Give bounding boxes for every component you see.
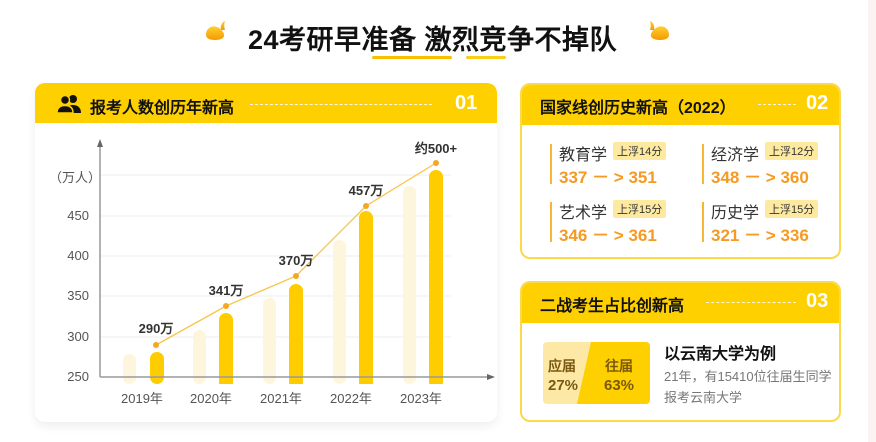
card-title: 报考人数创历年新高 [90, 100, 235, 117]
swirl-drop-icon [650, 21, 669, 40]
repeat-percent: 63% [604, 377, 635, 394]
data-label: 290万 [138, 321, 174, 336]
subject-name: 教育学 [559, 147, 608, 164]
swirl-drop-icon [206, 21, 225, 40]
card-title: 国家线创历史新高（2022） [540, 100, 736, 117]
card-header: 二战考生占比创新高 03 [522, 283, 839, 323]
applicants-chart: （万人） 450 400 350 300 250 2019年 2020年 202… [35, 83, 497, 422]
page-edge [868, 0, 876, 442]
card-number: 03 [806, 290, 829, 312]
card-number: 02 [806, 92, 829, 114]
increase-badge: 上浮15分 [613, 200, 667, 218]
title-underline-short [466, 56, 506, 59]
y-tick: 400 [67, 248, 89, 263]
data-label: 370万 [278, 253, 314, 268]
y-tick: 300 [67, 329, 89, 344]
national-line-card: 国家线创历史新高（2022） 02 教育学 上浮14分 337 － > 351 … [520, 83, 841, 259]
repeat-share [577, 342, 650, 404]
accent-bar [550, 144, 552, 184]
score-range: 348 － > 360 [711, 168, 809, 187]
data-label: 约500+ [414, 141, 458, 156]
y-tick: 250 [67, 369, 89, 384]
example-text: 21年，有15410位往届生同学 [664, 369, 832, 384]
x-tick: 2020年 [190, 391, 232, 406]
score-range: 321 － > 336 [711, 226, 809, 245]
score-range: 346 － > 361 [559, 226, 657, 245]
fresh-label: 应届 [548, 358, 576, 374]
chart-canvas [97, 139, 495, 384]
people-icon [56, 94, 81, 114]
card-number: 01 [455, 92, 478, 114]
subject-education: 教育学 上浮14分 337 － > 351 [550, 141, 690, 187]
accent-bar [550, 202, 552, 242]
second-attempt-card: 二战考生占比创新高 03 应届 27% 往届 63% 以云南大学为例 21年，有… [520, 281, 841, 422]
repeat-label: 往届 [605, 358, 633, 374]
page-title: 24考研早准备 激烈竞争不掉队 [248, 25, 618, 55]
subject-history: 历史学 上浮15分 321 － > 336 [702, 199, 839, 245]
x-tick: 2023年 [400, 391, 442, 406]
applicants-card: 报考人数创历年新高 01 [35, 83, 497, 422]
subject-art: 艺术学 上浮15分 346 － > 361 [550, 199, 690, 245]
title-underline [372, 56, 452, 59]
data-label: 457万 [348, 183, 384, 198]
increase-badge: 上浮12分 [765, 142, 819, 160]
example-text: 报考云南大学 [664, 390, 743, 405]
subject-name: 艺术学 [559, 205, 608, 222]
x-tick: 2019年 [121, 391, 163, 406]
increase-badge: 上浮15分 [765, 200, 819, 218]
example-title: 以云南大学为例 [664, 346, 777, 363]
subject-name: 历史学 [711, 205, 760, 222]
card-header: 报考人数创历年新高 01 [35, 83, 497, 123]
subject-economics: 经济学 上浮12分 348 － > 360 [702, 141, 839, 187]
y-tick: 350 [67, 288, 89, 303]
ratio-graphic: 应届 27% 往届 63% [543, 342, 650, 404]
accent-bar [702, 202, 704, 242]
y-tick: 450 [67, 208, 89, 223]
accent-bar [702, 144, 704, 184]
page-header: 24考研早准备 激烈竞争不掉队 [0, 12, 876, 55]
x-tick: 2022年 [330, 391, 372, 406]
score-range: 337 － > 351 [559, 168, 657, 187]
card-header: 国家线创历史新高（2022） 02 [522, 85, 839, 125]
y-axis-label: （万人） [49, 170, 102, 185]
x-tick: 2021年 [260, 391, 302, 406]
fresh-percent: 27% [548, 377, 579, 394]
dashed-divider [250, 104, 432, 105]
increase-badge: 上浮14分 [613, 142, 667, 160]
dashed-divider [758, 104, 796, 105]
data-label: 341万 [208, 283, 244, 298]
card-title: 二战考生占比创新高 [540, 298, 685, 315]
dashed-divider [706, 302, 796, 303]
subject-name: 经济学 [711, 147, 760, 164]
